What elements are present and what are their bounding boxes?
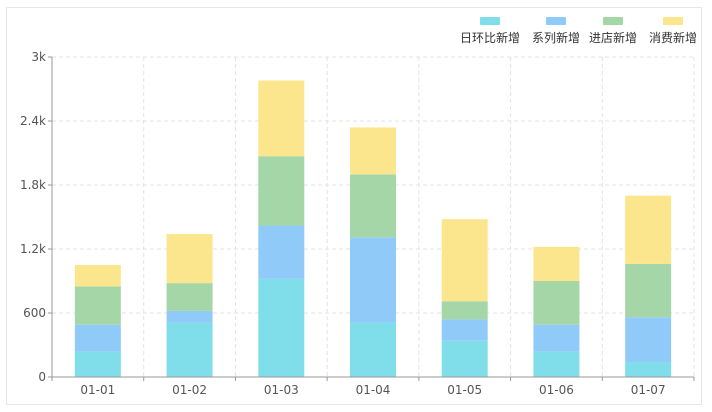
bar-segment-3[interactable]	[625, 263, 672, 318]
legend-label[interactable]: 进店新增	[589, 30, 637, 45]
bar-segment-2[interactable]	[350, 237, 396, 323]
bar-segment-4[interactable]	[350, 127, 396, 175]
x-tick-label: 01-01	[80, 383, 115, 397]
bar-segment-4[interactable]	[533, 246, 580, 281]
bar-segment-3[interactable]	[258, 156, 305, 226]
bar-segment-1[interactable]	[441, 340, 488, 377]
bar-segment-1[interactable]	[625, 362, 672, 377]
bar-segment-1[interactable]	[533, 351, 580, 377]
x-tick-label: 01-07	[631, 383, 666, 397]
axes	[48, 56, 695, 381]
y-tick-label: 0	[38, 370, 46, 384]
legend-swatch[interactable]	[663, 17, 683, 25]
bar-segment-1[interactable]	[258, 278, 305, 377]
bar-segment-4[interactable]	[166, 234, 213, 284]
bar-segment-4[interactable]	[625, 195, 672, 264]
bar-segment-4[interactable]	[74, 265, 121, 287]
legend-swatch[interactable]	[480, 17, 500, 25]
y-tick-label: 2.4k	[20, 114, 46, 128]
y-tick-labels: 0 600 1.2k 1.8k 2.4k 3k	[20, 50, 46, 384]
bar-segment-1[interactable]	[166, 322, 213, 377]
bar-segment-2[interactable]	[441, 319, 488, 341]
x-tick-label: 01-05	[447, 383, 482, 397]
bar-segment-3[interactable]	[533, 281, 580, 325]
bar-segment-2[interactable]	[166, 310, 213, 323]
bar-segment-2[interactable]	[74, 324, 121, 352]
y-tick-label: 600	[23, 306, 46, 320]
legend-swatch[interactable]	[603, 17, 623, 25]
legend-label[interactable]: 消费新增	[649, 30, 697, 45]
x-tick-label: 01-04	[356, 383, 391, 397]
y-tick-label: 1.8k	[20, 178, 46, 192]
x-tick-labels: 01-01 01-02 01-03 01-04 01-05 01-06 01-07	[80, 383, 665, 397]
bar-segment-2[interactable]	[625, 317, 672, 363]
bar-segment-4[interactable]	[258, 80, 305, 157]
bar-segment-2[interactable]	[533, 324, 580, 352]
bar-segment-3[interactable]	[350, 174, 396, 238]
bar-segment-1[interactable]	[350, 322, 396, 377]
bar-segment-1[interactable]	[74, 351, 121, 377]
legend-label[interactable]: 日环比新增	[460, 30, 520, 45]
legend[interactable]: 日环比新增 系列新增 进店新增 消费新增	[460, 17, 697, 45]
x-tick-label: 01-02	[172, 383, 207, 397]
bar-segment-3[interactable]	[74, 286, 121, 325]
y-tick-label: 1.2k	[20, 242, 46, 256]
legend-label[interactable]: 系列新增	[532, 30, 580, 45]
x-tick-label: 01-03	[264, 383, 299, 397]
legend-swatch[interactable]	[546, 17, 566, 25]
bar-segment-4[interactable]	[441, 219, 488, 302]
bar-marks	[74, 80, 672, 377]
bar-segment-3[interactable]	[441, 301, 488, 320]
grid-lines	[52, 56, 695, 377]
bar-segment-2[interactable]	[258, 225, 305, 279]
bar-segment-3[interactable]	[166, 283, 213, 311]
y-tick-label: 3k	[31, 50, 46, 64]
x-tick-label: 01-06	[539, 383, 574, 397]
